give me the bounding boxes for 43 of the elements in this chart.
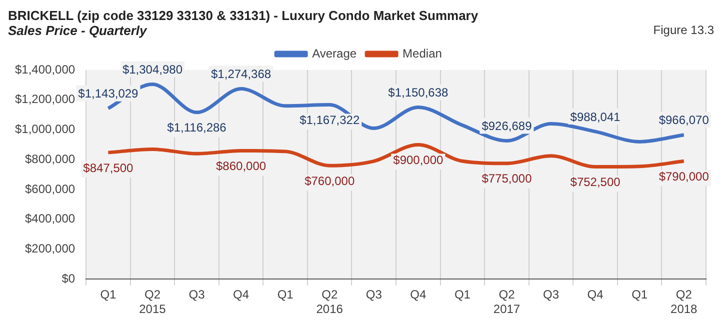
data-label: $988,041 [570, 110, 621, 124]
data-label: $1,116,286 [167, 120, 227, 135]
y-tick-label: $1,200,000 [14, 92, 76, 106]
x-tick-label: Q2 2018 [670, 288, 698, 316]
x-tick-label: Q1 [632, 288, 648, 302]
x-tick-label: Q2 2017 [493, 288, 520, 316]
data-label: $752,500 [570, 175, 621, 190]
data-label: $775,000 [482, 172, 532, 186]
x-tick-label: Q2 2015 [139, 288, 166, 316]
caption: Figure 13.3 [653, 23, 714, 38]
y-tick-label: $800,000 [24, 152, 76, 166]
y-tick-label: $400,000 [24, 212, 76, 226]
data-label: $1,274,368 [211, 67, 272, 82]
y-tick-label: $600,000 [24, 182, 76, 196]
data-label: $790,000 [658, 169, 710, 184]
data-label: $760,000 [304, 174, 355, 188]
x-tick-label: Q3 [366, 288, 382, 302]
data-label: $847,500 [83, 160, 134, 175]
x-tick-label: Q1 [100, 288, 117, 302]
legend-label: Average [312, 46, 357, 60]
data-label: $900,000 [393, 153, 444, 168]
y-tick-label: $1,000,000 [14, 122, 76, 136]
data-label: $1,304,980 [122, 62, 183, 77]
data-label: $1,150,638 [388, 86, 449, 100]
y-tick-label: $200,000 [24, 242, 76, 256]
x-tick-label: Q1 [454, 288, 471, 302]
data-label: $860,000 [216, 159, 266, 174]
y-tick-label: $0 [62, 272, 76, 286]
x-tick-label: Q4 [587, 288, 604, 302]
data-label: $966,070 [658, 113, 710, 128]
y-tick-label: $1,400,000 [14, 62, 76, 76]
legend-label: Median [402, 46, 442, 60]
chart-title: BRICKELL (zip code 33129 33130 & 33131) - Luxury Condo Market Summary [8, 8, 480, 23]
x-tick-label: Q4 [233, 288, 250, 302]
data-label: $1,167,322 [300, 113, 360, 128]
data-label: $926,689 [482, 119, 532, 134]
data-label: $1,143,029 [78, 86, 139, 101]
x-tick-label: Q4 [410, 288, 426, 302]
x-tick-label: Q1 [277, 288, 294, 302]
x-tick-label: Q3 [543, 288, 560, 302]
x-tick-label: Q3 [188, 288, 206, 302]
x-tick-label: Q2 2016 [316, 288, 344, 316]
chart-subtitle: Sales Price - Quarterly [8, 23, 147, 38]
